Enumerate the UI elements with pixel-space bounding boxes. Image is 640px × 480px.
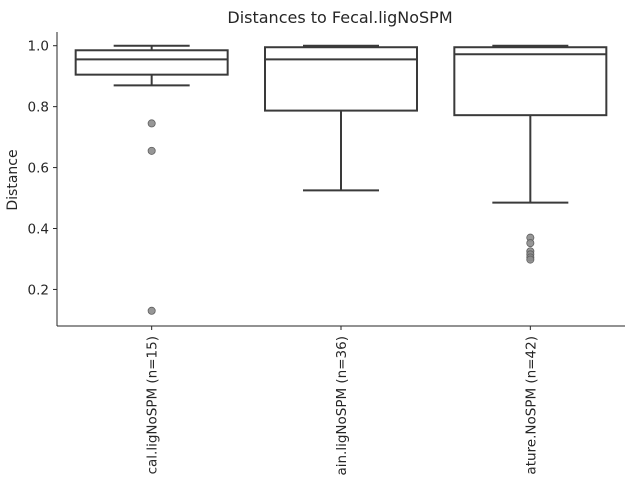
box xyxy=(453,46,608,117)
box xyxy=(74,49,229,76)
outlier-point xyxy=(526,255,535,264)
x-tick-label: ain.ligNoSPM (n=36) xyxy=(334,336,350,476)
y-tick-label: 0.4 xyxy=(28,222,49,238)
y-tick-label: 0.6 xyxy=(28,161,49,177)
x-tick-label: cal.ligNoSPM (n=15) xyxy=(145,336,161,474)
chart-title: Distances to Fecal.ligNoSPM xyxy=(227,8,452,27)
outlier-point xyxy=(147,119,156,128)
outlier-point xyxy=(147,306,156,315)
y-tick-label: 1.0 xyxy=(28,39,49,55)
outlier-point xyxy=(526,239,535,248)
y-tick-label: 0.8 xyxy=(28,100,49,116)
x-tick-label: ature.NoSPM (n=42) xyxy=(523,336,539,475)
outlier-point xyxy=(147,146,156,155)
y-axis-label: Distance xyxy=(5,149,21,210)
box xyxy=(264,46,418,112)
y-tick-label: 0.2 xyxy=(28,282,49,298)
plot-area: 0.2 0.4 0.6 0.8 1.0 cal.ligNoSPM (n=15) ain.li… xyxy=(28,32,625,476)
